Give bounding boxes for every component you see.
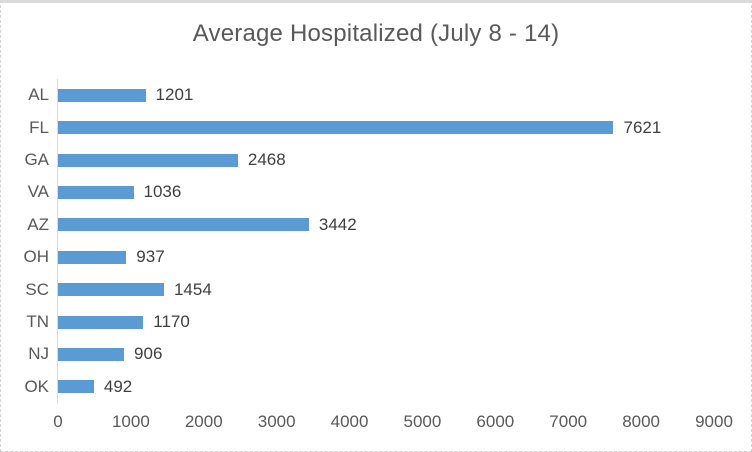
- bar-row: 1454: [58, 273, 714, 305]
- x-tick-label: 7000: [549, 412, 588, 431]
- bar-row: 492: [58, 371, 714, 403]
- x-tick-label: 3000: [257, 412, 296, 431]
- bar-value-label: 7621: [623, 117, 662, 137]
- category-label: AZ: [27, 214, 49, 234]
- bar: [58, 121, 614, 135]
- value-axis-labels: 0 1000 2000 3000 4000 5000 6000 7000 8000 9000: [53, 412, 733, 436]
- category-label: OH: [23, 247, 50, 267]
- bar-row: 1201: [58, 79, 714, 111]
- bar: [58, 218, 309, 232]
- bar-value-label: 1170: [153, 312, 190, 332]
- bar-row: 906: [58, 338, 714, 370]
- bar: [58, 315, 144, 329]
- bar: [58, 185, 134, 199]
- bar: [58, 283, 164, 297]
- bar-value-label: 1036: [143, 182, 182, 202]
- bar-row: 1036: [58, 176, 714, 208]
- bar-row: 1170: [58, 306, 714, 338]
- bar-rows: 1201 7621 2468 1036 3442 937 1454 1170 906 492: [58, 79, 714, 403]
- category-label: FL: [29, 117, 49, 137]
- bar-value-label: 906: [134, 344, 163, 364]
- x-tick-label: 5000: [403, 412, 442, 431]
- bar-value-label: 1201: [155, 85, 194, 105]
- bar-value-label: 3442: [318, 214, 357, 234]
- bar-value-label: 2468: [247, 150, 286, 170]
- category-label: TN: [26, 312, 49, 332]
- category-label: OK: [24, 376, 49, 396]
- bar: [58, 380, 94, 394]
- bar-value-label: 492: [103, 376, 133, 396]
- category-axis-line: [57, 79, 58, 403]
- bar-value-label: 1454: [173, 279, 212, 299]
- category-label: SC: [25, 279, 49, 299]
- bar: [58, 153, 238, 167]
- bar-row: 2468: [58, 144, 714, 176]
- x-tick-label: 1000: [111, 412, 150, 431]
- x-tick-label: 2000: [184, 412, 223, 431]
- category-label: NJ: [28, 344, 49, 364]
- x-tick-label: 4000: [330, 412, 369, 431]
- x-tick-label: 0: [53, 412, 63, 431]
- category-label: GA: [24, 150, 49, 170]
- x-tick-label: 9000: [695, 412, 733, 431]
- bar: [58, 250, 127, 264]
- chart-title: Average Hospitalized (July 8 - 14): [192, 20, 560, 47]
- category-axis-labels: AL FL GA VA AZ OH SC TN NJ OK: [1, 79, 50, 403]
- bar-row: 937: [58, 241, 714, 273]
- bar: [58, 88, 146, 102]
- bar-row: 3442: [58, 209, 714, 241]
- bar: [58, 347, 125, 361]
- plot-area: 1201 7621 2468 1036 3442 937 1454 1170 906 492: [58, 79, 714, 403]
- bar-value-label: 937: [136, 247, 165, 267]
- category-label: AL: [28, 85, 49, 105]
- category-label: VA: [27, 182, 49, 202]
- bar-row: 7621: [58, 111, 714, 143]
- x-tick-label: 8000: [622, 412, 661, 431]
- x-tick-label: 6000: [476, 412, 515, 431]
